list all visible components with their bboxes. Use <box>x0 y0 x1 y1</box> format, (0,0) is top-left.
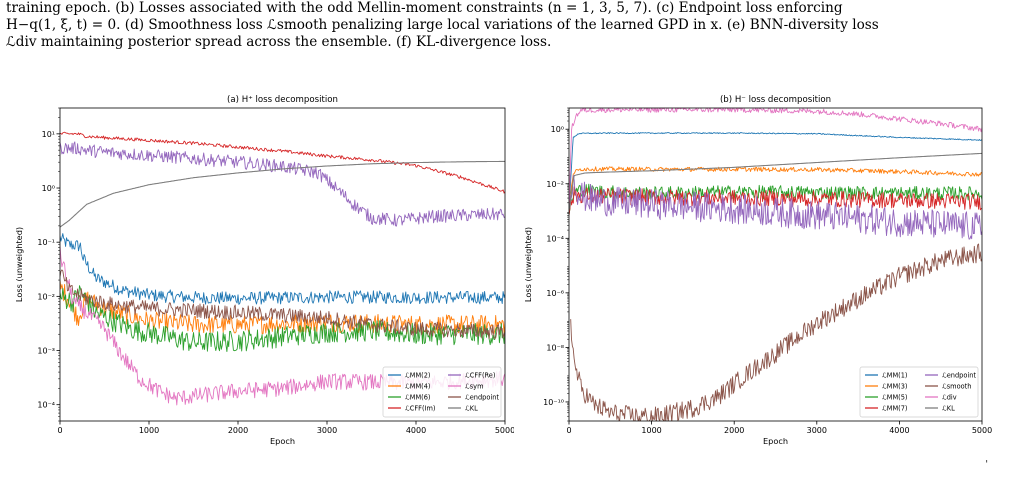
x-tick-label: 0 <box>566 426 571 435</box>
series-line <box>60 131 505 194</box>
y-tick-label: 10⁰ <box>551 125 564 134</box>
legend-label: ℒMM(6) <box>405 393 430 401</box>
x-tick-label: 5000 <box>972 426 992 435</box>
x-tick-label: 2000 <box>724 426 744 435</box>
figure-caption: training epoch. (b) Losses associated wi… <box>6 0 1022 51</box>
series-line <box>569 132 982 212</box>
page-mark: ' <box>985 460 988 470</box>
legend-label: ℒsym <box>465 382 484 390</box>
x-tick-label: 4000 <box>406 426 426 435</box>
legend-label: ℒMM(1) <box>882 371 907 379</box>
legend-label: ℒKL <box>465 404 478 412</box>
chart-title: (a) H⁺ loss decomposition <box>227 95 338 105</box>
legend-label: ℒendpoint <box>465 393 499 401</box>
y-tick-label: 10⁻¹⁰ <box>543 398 564 407</box>
y-axis-label: Loss (unweighted) <box>523 227 533 302</box>
y-tick-label: 10⁻⁶ <box>546 289 564 298</box>
series-line <box>569 175 982 240</box>
legend-label: ℒdiv <box>942 393 957 401</box>
legend-label: ℒKL <box>942 404 955 412</box>
series-line <box>570 243 982 421</box>
legend-label: ℒMM(7) <box>882 404 907 412</box>
plot-frame <box>568 107 983 422</box>
plot-frame <box>59 107 506 422</box>
x-tick-label: 3000 <box>317 426 337 435</box>
x-tick-label: 4000 <box>889 426 909 435</box>
legend-label: ℒendpoint <box>942 371 976 379</box>
chart-h-plus: (a) H⁺ loss decomposition 0 1000 2000 3000 40… <box>14 95 514 446</box>
legend-label: ℒMM(2) <box>405 371 430 379</box>
caption-line-2: H−q(1, ξ, t) = 0. (d) Smoothness loss ℒs… <box>6 17 879 33</box>
y-tick-label: 10⁻² <box>37 292 55 301</box>
y-tick-label: 10⁻⁴ <box>37 401 55 410</box>
y-tick-label: 10⁰ <box>42 184 55 193</box>
series-line <box>60 233 505 305</box>
figure-panels: (a) H⁺ loss decomposition 0 1000 2000 3000 40… <box>0 86 1028 458</box>
legend-box <box>859 366 979 418</box>
x-tick-label: 5000 <box>495 426 514 435</box>
chart-h-minus: (b) H⁻ loss decomposition 0 1000 2000 3000 40… <box>523 95 992 446</box>
legend-label: ℒCFF(Im) <box>405 404 435 412</box>
legend-label: ℒMM(5) <box>882 393 907 401</box>
x-axis-label: Epoch <box>270 436 295 446</box>
y-tick-label: 10⁻⁸ <box>546 343 564 352</box>
legend-box <box>382 366 502 418</box>
chart-title: (b) H⁻ loss decomposition <box>720 95 831 105</box>
legend-label: ℒMM(3) <box>882 382 907 390</box>
y-tick-label: 10⁻³ <box>37 347 55 356</box>
caption-line-1: training epoch. (b) Losses associated wi… <box>6 0 843 16</box>
x-tick-label: 2000 <box>228 426 248 435</box>
legend-label: ℒCFF(Re) <box>465 371 495 379</box>
series-line <box>60 160 505 228</box>
series-line <box>60 285 505 353</box>
series-line <box>60 269 505 340</box>
x-tick-label: 0 <box>57 426 62 435</box>
x-tick-label: 1000 <box>139 426 159 435</box>
y-tick-label: 10⁻⁴ <box>546 234 564 243</box>
series-line <box>569 108 982 209</box>
caption-line-3: ℒdiv maintaining posterior spread across… <box>6 34 552 50</box>
series-line <box>60 141 505 227</box>
legend-label: ℒsmooth <box>942 382 971 390</box>
legend-label: ℒMM(4) <box>405 382 430 390</box>
x-axis-label: Epoch <box>763 436 788 446</box>
x-tick-label: 1000 <box>641 426 661 435</box>
y-tick-label: 10¹ <box>42 130 55 139</box>
y-tick-label: 10⁻¹ <box>37 238 55 247</box>
y-axis-label: Loss (unweighted) <box>14 227 24 302</box>
y-tick-label: 10⁻² <box>546 180 564 189</box>
x-tick-label: 3000 <box>807 426 827 435</box>
series-line <box>569 152 982 212</box>
